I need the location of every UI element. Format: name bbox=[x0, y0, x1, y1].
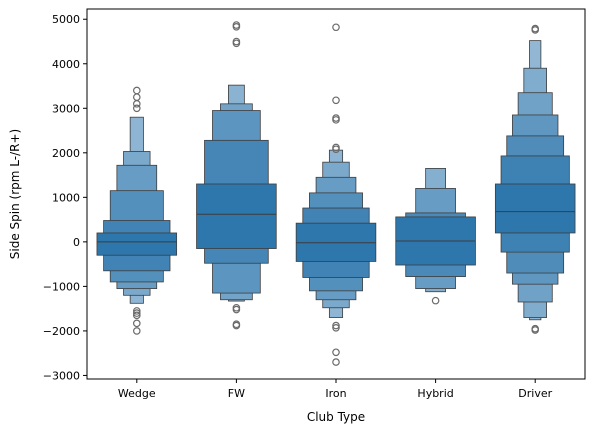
x-axis: Wedge FW Iron Hybrid Driver bbox=[118, 379, 553, 400]
outlier-point bbox=[133, 309, 141, 317]
y-tick-label: −1000 bbox=[43, 280, 80, 293]
y-tick-label: 4000 bbox=[52, 58, 80, 71]
outlier-point bbox=[531, 26, 540, 34]
outliers-layer bbox=[133, 21, 540, 366]
outlier-point bbox=[332, 145, 340, 154]
x-tick-label: Hybrid bbox=[417, 387, 453, 400]
x-tick-label: Driver bbox=[518, 387, 552, 400]
outlier-point bbox=[133, 319, 141, 328]
y-axis-label: Side Spin (rpm L-/R+) bbox=[8, 129, 22, 259]
outlier-point bbox=[133, 307, 141, 315]
x-tick-label: Iron bbox=[325, 387, 346, 400]
outlier-point bbox=[332, 348, 340, 357]
y-axis: −3000 −2000 −1000 0 1000 2000 3000 4000 5000 bbox=[43, 13, 87, 382]
outlier-point bbox=[133, 93, 141, 101]
outlier-point bbox=[232, 23, 241, 31]
outlier-point bbox=[232, 305, 241, 314]
outlier-point bbox=[133, 327, 141, 335]
y-tick-label: 1000 bbox=[52, 191, 80, 204]
y-tick-label: −2000 bbox=[43, 325, 80, 338]
outlier-point bbox=[133, 311, 141, 320]
y-tick-label: 5000 bbox=[52, 13, 80, 26]
outlier-point bbox=[332, 96, 340, 105]
x-tick-label: FW bbox=[228, 387, 245, 400]
boxen-box bbox=[96, 232, 178, 256]
y-tick-label: 3000 bbox=[52, 102, 80, 115]
x-axis-label: Club Type bbox=[307, 410, 365, 424]
y-tick-label: −3000 bbox=[43, 369, 80, 382]
outlier-point bbox=[431, 296, 440, 305]
outlier-point bbox=[133, 104, 141, 113]
y-tick-label: 2000 bbox=[52, 147, 80, 160]
outlier-point bbox=[332, 23, 340, 32]
x-tick-label: Wedge bbox=[118, 387, 156, 400]
outlier-point bbox=[232, 39, 241, 48]
outlier-point bbox=[332, 323, 340, 332]
boxen-box bbox=[196, 183, 277, 249]
outlier-point bbox=[531, 326, 540, 334]
boxen-box bbox=[494, 183, 576, 234]
boxen-layer bbox=[96, 40, 576, 321]
outlier-point bbox=[133, 100, 141, 108]
outlier-point bbox=[332, 321, 340, 330]
outlier-point bbox=[232, 321, 241, 330]
outlier-point bbox=[133, 86, 141, 95]
y-tick-label: 0 bbox=[73, 236, 80, 249]
outlier-point bbox=[332, 358, 340, 366]
outlier-point bbox=[332, 116, 340, 124]
